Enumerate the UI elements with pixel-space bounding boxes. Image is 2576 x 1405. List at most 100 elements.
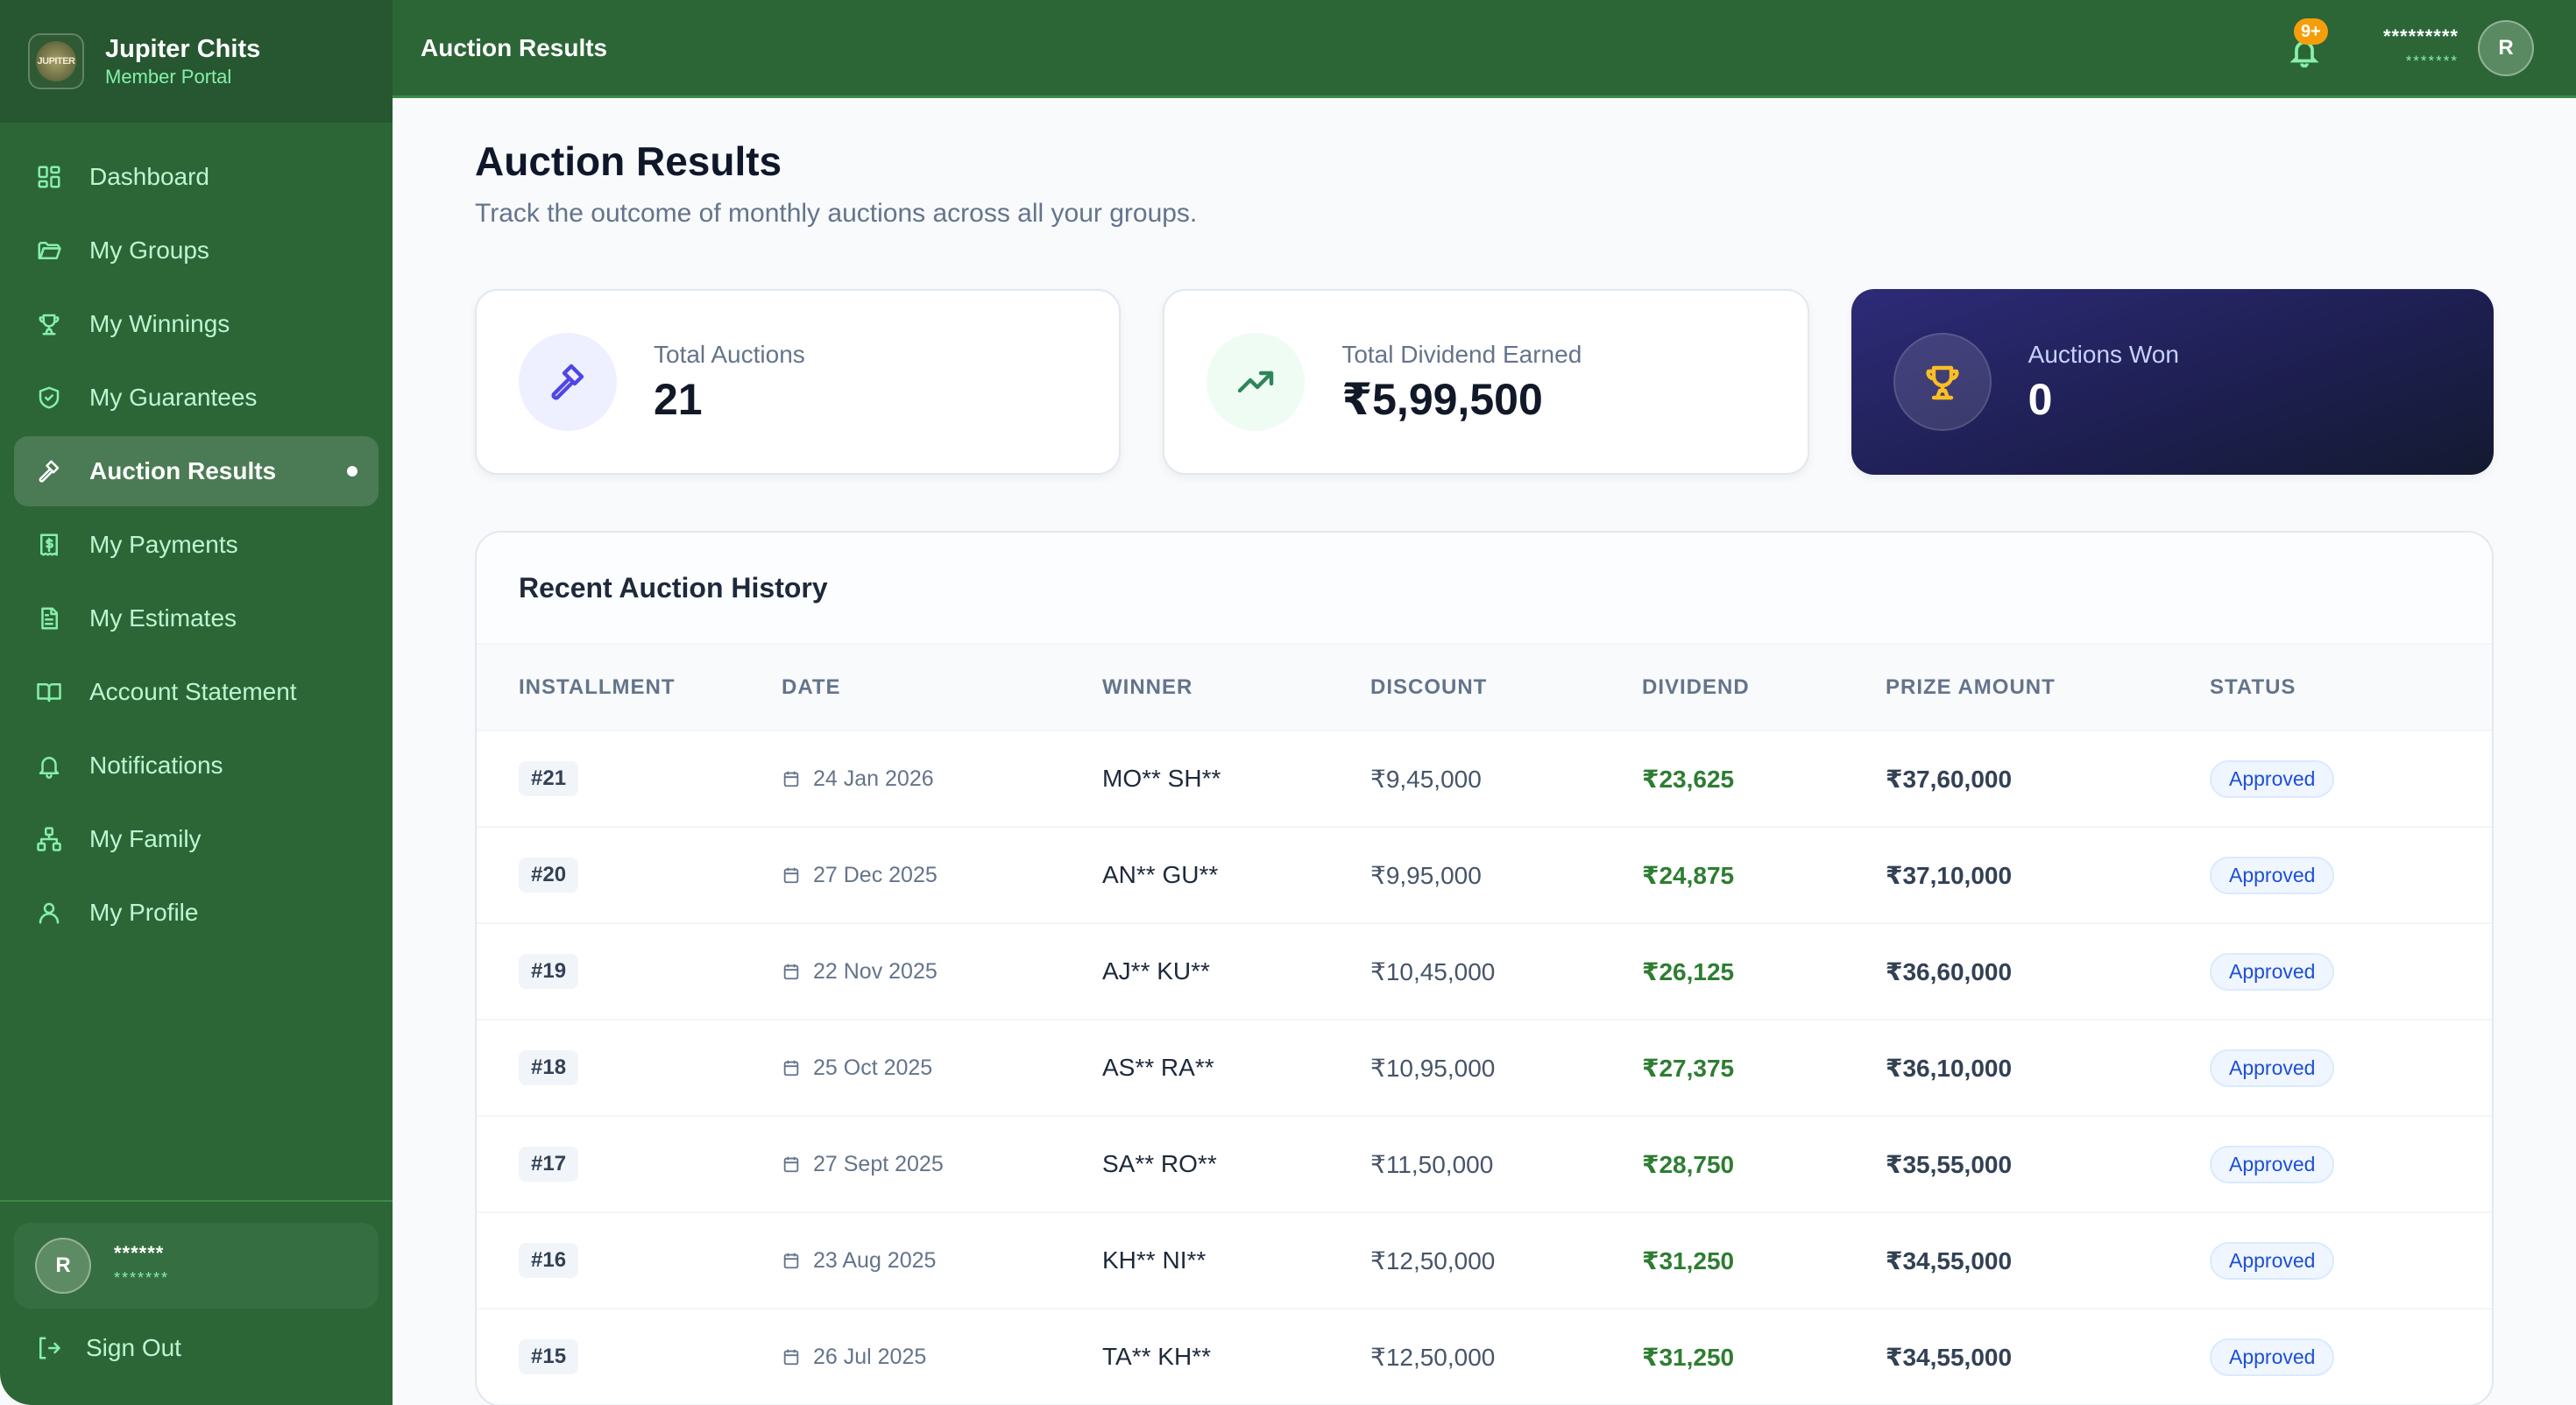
discount-amount: ₹9,95,000 [1370, 827, 1642, 924]
winner-name: AN** GU** [1102, 827, 1370, 924]
stat-card-auctions-won: Auctions Won 0 [1851, 289, 2494, 475]
auction-history-table: INSTALLMENT DATE WINNER DISCOUNT DIVIDEN… [477, 645, 2492, 1405]
user-name: ********* [2382, 25, 2459, 47]
sidebar-item-label: Account Statement [89, 678, 297, 705]
sign-out-label: Sign Out [86, 1334, 181, 1361]
dividend-amount: ₹31,250 [1642, 1309, 1886, 1405]
folder-icon [35, 237, 63, 265]
discount-amount: ₹9,45,000 [1370, 731, 1642, 828]
installment-badge: #19 [519, 954, 579, 989]
installment-badge: #15 [519, 1339, 579, 1374]
table-row[interactable]: #20 27 Dec 2025 AN** GU** ₹9,95,000 ₹24,… [477, 827, 2492, 924]
winner-name: KH** NI** [1102, 1212, 1370, 1310]
receipt-icon [35, 531, 63, 559]
auction-date: 27 Sept 2025 [813, 1151, 944, 1176]
sidebar-item-account-statement[interactable]: Account Statement [14, 657, 379, 727]
stat-label: Total Dividend Earned [1341, 341, 1582, 368]
grid-icon [35, 163, 63, 191]
column-header-prize-amount: PRIZE AMOUNT [1886, 645, 2210, 731]
stat-icon-container [519, 333, 617, 431]
sidebar-item-my-estimates[interactable]: My Estimates [14, 583, 379, 653]
notifications-button[interactable]: 9+ [2285, 18, 2328, 69]
status-badge: Approved [2210, 856, 2335, 894]
dividend-amount: ₹27,375 [1642, 1020, 1886, 1117]
trending-up-icon [1238, 371, 1274, 393]
sidebar-item-my-groups[interactable]: My Groups [14, 215, 379, 286]
shield-check-icon [35, 384, 63, 412]
auction-date: 25 Oct 2025 [813, 1055, 933, 1080]
column-header-status: STATUS [2210, 645, 2492, 731]
discount-amount: ₹11,50,000 [1370, 1116, 1642, 1213]
status-badge: Approved [2210, 1145, 2335, 1183]
brand-logo[interactable]: JUPITER [28, 33, 84, 89]
winner-name: TA** KH** [1102, 1309, 1370, 1405]
sidebar-item-auction-results[interactable]: Auction Results [14, 436, 379, 506]
dividend-amount: ₹28,750 [1642, 1116, 1886, 1213]
table-row[interactable]: #19 22 Nov 2025 AJ** KU** ₹10,45,000 ₹26… [477, 923, 2492, 1020]
user-card[interactable]: R ****** ******* [14, 1223, 379, 1309]
sidebar: JUPITER Jupiter Chits Member Portal Dash… [0, 0, 393, 1405]
sidebar-item-label: My Estimates [89, 604, 237, 632]
sidebar-item-my-payments[interactable]: My Payments [14, 510, 379, 580]
column-header-date: DATE [782, 645, 1102, 731]
sidebar-item-my-family[interactable]: My Family [14, 804, 379, 874]
sidebar-item-notifications[interactable]: Notifications [14, 731, 379, 801]
status-badge: Approved [2210, 759, 2335, 798]
status-badge: Approved [2210, 1048, 2335, 1087]
calendar-icon [783, 1060, 799, 1077]
calendar-icon [783, 1349, 799, 1366]
sidebar-item-my-profile[interactable]: My Profile [14, 878, 379, 948]
sidebar-item-my-guarantees[interactable]: My Guarantees [14, 363, 379, 433]
prize-amount: ₹36,10,000 [1886, 1020, 2210, 1117]
logo-emblem: JUPITER [36, 41, 76, 81]
auction-date: 24 Jan 2026 [813, 766, 934, 791]
stat-icon-container [1893, 333, 1992, 431]
column-header-installment: INSTALLMENT [477, 645, 782, 731]
user-icon [35, 899, 63, 927]
bell-icon [35, 752, 63, 780]
sidebar-item-label: Notifications [89, 752, 223, 779]
sidebar-item-dashboard[interactable]: Dashboard [14, 142, 379, 212]
auction-date: 22 Nov 2025 [813, 958, 938, 984]
page-title: Auction Results [475, 138, 782, 184]
main-content: Auction Results Track the outcome of mon… [475, 98, 2494, 1405]
status-badge: Approved [2210, 1241, 2335, 1280]
auction-history-card: Recent Auction History INSTALLMENT DATE … [475, 531, 2494, 1405]
column-header-dividend: DIVIDEND [1642, 645, 1886, 731]
table-row[interactable]: #17 27 Sept 2025 SA** RO** ₹11,50,000 ₹2… [477, 1116, 2492, 1213]
calendar-icon [783, 867, 799, 884]
table-row[interactable]: #21 24 Jan 2026 MO** SH** ₹9,45,000 ₹23,… [477, 731, 2492, 828]
trophy-icon [1926, 365, 1959, 400]
sidebar-nav: Dashboard My Groups My Winnings My Guara… [0, 123, 393, 1200]
table-row[interactable]: #16 23 Aug 2025 KH** NI** ₹12,50,000 ₹31… [477, 1212, 2492, 1310]
section-title: Recent Auction History [477, 533, 2492, 645]
avatar[interactable]: R [2478, 19, 2534, 76]
calendar-icon [783, 1156, 799, 1173]
top-bar: Auction Results 9+ ********* ******* R [393, 0, 2576, 98]
stat-value: 21 [654, 375, 703, 424]
stat-card-total-auctions: Total Auctions 21 [475, 289, 1122, 475]
sidebar-item-label: My Guarantees [89, 384, 258, 411]
user-info: ********* ******* [2383, 24, 2459, 73]
calendar-icon [783, 1253, 799, 1269]
discount-amount: ₹12,50,000 [1370, 1212, 1642, 1310]
stat-icon-container [1207, 333, 1306, 431]
sidebar-item-my-winnings[interactable]: My Winnings [14, 289, 379, 359]
stats-row: Total Auctions 21 Total Dividend Earned … [475, 289, 2494, 475]
hierarchy-icon [35, 825, 63, 853]
auction-date: 27 Dec 2025 [813, 862, 938, 887]
dividend-amount: ₹31,250 [1642, 1212, 1886, 1310]
dividend-amount: ₹23,625 [1642, 731, 1886, 828]
sidebar-item-label: My Payments [89, 531, 238, 558]
winner-name: AJ** KU** [1102, 923, 1370, 1020]
user-id: ******* [114, 1269, 170, 1287]
notification-count-badge: 9+ [2293, 18, 2328, 45]
discount-amount: ₹10,95,000 [1370, 1020, 1642, 1117]
table-row[interactable]: #18 25 Oct 2025 AS** RA** ₹10,95,000 ₹27… [477, 1020, 2492, 1117]
column-header-discount: DISCOUNT [1370, 645, 1642, 731]
sign-out-button[interactable]: Sign Out [14, 1309, 379, 1387]
stat-card-total-dividend: Total Dividend Earned ₹5,99,500 [1163, 289, 1809, 475]
prize-amount: ₹34,55,000 [1886, 1212, 2210, 1310]
table-row[interactable]: #15 26 Jul 2025 TA** KH** ₹12,50,000 ₹31… [477, 1309, 2492, 1405]
dividend-amount: ₹24,875 [1642, 827, 1886, 924]
